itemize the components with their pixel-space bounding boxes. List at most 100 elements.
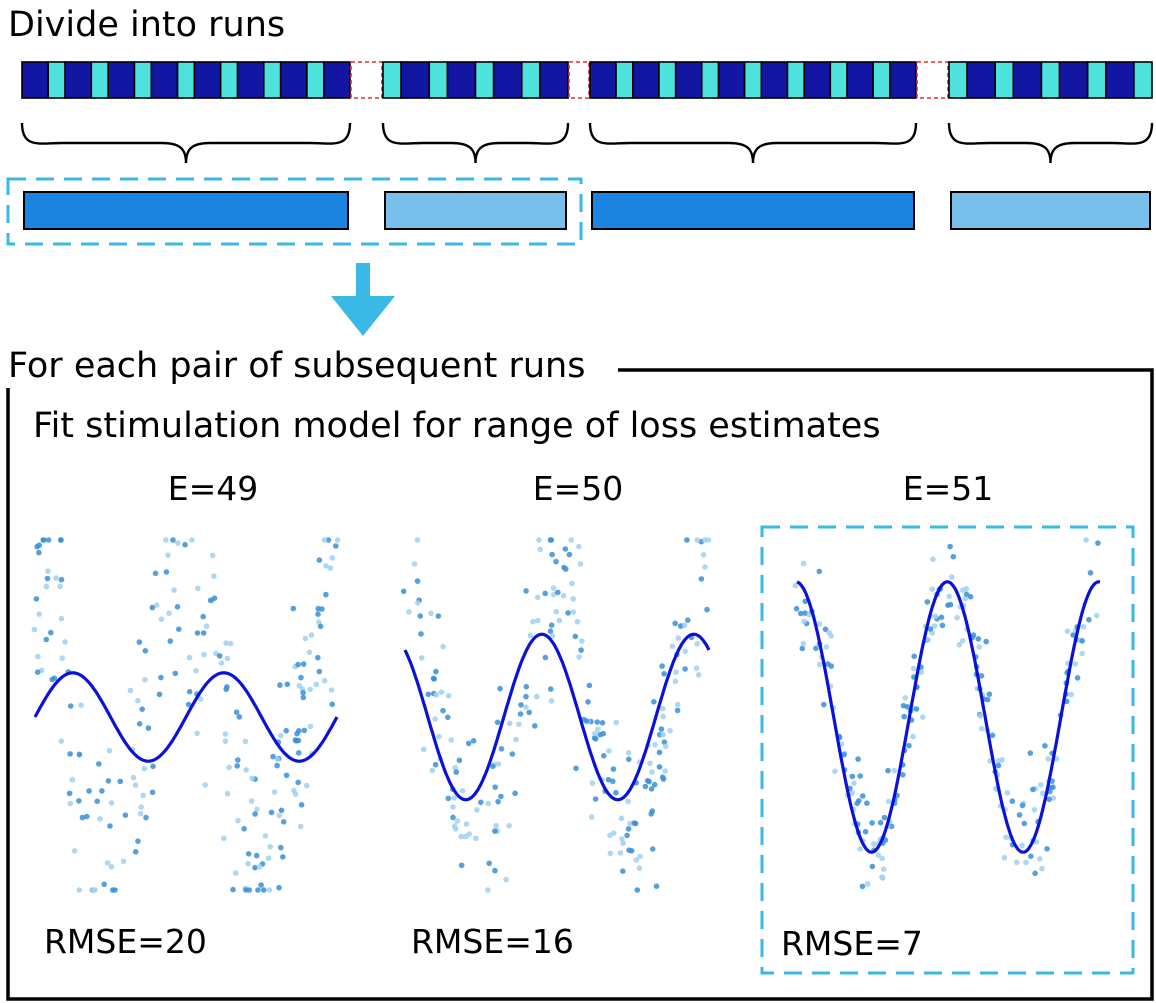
data-point bbox=[474, 807, 480, 813]
data-point bbox=[141, 765, 148, 772]
data-point bbox=[591, 735, 598, 741]
data-point bbox=[300, 661, 307, 667]
data-point bbox=[577, 561, 584, 567]
data-point bbox=[57, 583, 63, 590]
data-point bbox=[862, 828, 869, 835]
data-point bbox=[1023, 859, 1029, 866]
data-point bbox=[329, 555, 336, 561]
trial-block-light bbox=[994, 61, 1015, 99]
trial-block-light bbox=[474, 61, 495, 99]
data-point bbox=[222, 738, 229, 744]
data-point bbox=[252, 811, 258, 817]
data-point bbox=[817, 661, 823, 668]
data-point bbox=[698, 576, 705, 582]
data-point bbox=[651, 781, 658, 788]
data-point bbox=[478, 799, 484, 806]
data-point bbox=[1021, 820, 1028, 827]
trial-block-light bbox=[306, 61, 325, 99]
data-point bbox=[651, 699, 657, 705]
trial-block-dark bbox=[193, 61, 222, 99]
data-point bbox=[1028, 853, 1034, 860]
rmse-label-e49: RMSE=20 bbox=[44, 922, 207, 961]
data-point bbox=[171, 587, 177, 593]
data-point bbox=[438, 689, 445, 695]
data-point bbox=[1070, 632, 1076, 638]
data-point bbox=[492, 828, 498, 834]
data-point bbox=[613, 719, 619, 726]
fit-panel-e50 bbox=[400, 537, 712, 893]
data-point bbox=[999, 757, 1005, 763]
data-point bbox=[262, 833, 269, 839]
data-point bbox=[880, 866, 887, 872]
data-point bbox=[1087, 570, 1094, 576]
data-point bbox=[186, 654, 193, 661]
data-point bbox=[79, 814, 86, 821]
data-point bbox=[152, 570, 159, 577]
data-point bbox=[647, 760, 653, 767]
data-point bbox=[414, 578, 421, 584]
data-point bbox=[800, 640, 807, 647]
data-point bbox=[325, 537, 332, 543]
data-point bbox=[234, 763, 240, 769]
data-point bbox=[258, 882, 264, 888]
data-point bbox=[323, 591, 329, 598]
data-point bbox=[547, 628, 554, 634]
data-point bbox=[547, 686, 554, 692]
trial-block-dark bbox=[446, 61, 477, 99]
data-point bbox=[207, 597, 214, 604]
data-point bbox=[962, 595, 968, 602]
data-point bbox=[300, 689, 306, 696]
data-point bbox=[642, 783, 649, 790]
data-point bbox=[694, 641, 700, 647]
trial-block-dark bbox=[717, 61, 746, 99]
fit-panel-e51 bbox=[792, 537, 1101, 890]
data-point bbox=[1019, 802, 1026, 809]
data-point bbox=[58, 537, 64, 543]
data-point bbox=[249, 775, 255, 782]
data-point bbox=[241, 826, 247, 832]
data-point bbox=[624, 832, 630, 839]
data-point bbox=[574, 618, 581, 625]
data-point bbox=[947, 601, 954, 608]
data-point bbox=[627, 820, 633, 827]
data-point bbox=[565, 610, 571, 616]
data-point bbox=[549, 633, 556, 639]
data-point bbox=[601, 753, 607, 759]
data-point bbox=[201, 651, 207, 658]
data-point bbox=[411, 561, 418, 567]
data-point bbox=[1074, 675, 1081, 681]
data-point bbox=[1009, 798, 1016, 804]
trial-block-dark bbox=[279, 61, 308, 99]
data-point bbox=[1019, 842, 1025, 849]
data-point bbox=[927, 626, 934, 632]
data-point bbox=[556, 617, 563, 624]
data-point bbox=[869, 820, 875, 826]
data-point bbox=[197, 696, 204, 702]
data-point bbox=[534, 693, 540, 700]
data-point bbox=[978, 673, 985, 679]
data-point bbox=[553, 608, 560, 615]
data-point bbox=[813, 645, 819, 652]
data-point bbox=[555, 589, 561, 596]
data-point bbox=[296, 683, 303, 689]
data-point bbox=[954, 614, 960, 621]
trial-block-dark bbox=[150, 61, 179, 99]
block-strip bbox=[21, 61, 1153, 99]
data-point bbox=[569, 580, 575, 587]
data-point bbox=[334, 537, 341, 543]
data-point bbox=[516, 721, 522, 728]
data-point bbox=[182, 541, 188, 548]
data-point bbox=[433, 692, 440, 698]
data-point bbox=[619, 836, 625, 842]
data-point bbox=[497, 685, 503, 692]
data-point bbox=[667, 727, 673, 734]
data-point bbox=[329, 701, 336, 708]
data-point bbox=[445, 693, 452, 699]
data-point bbox=[432, 716, 438, 722]
data-point bbox=[445, 795, 452, 802]
data-point bbox=[822, 626, 829, 633]
data-point bbox=[108, 800, 115, 806]
data-point bbox=[84, 813, 90, 820]
data-point bbox=[900, 702, 907, 709]
data-point bbox=[224, 655, 231, 662]
